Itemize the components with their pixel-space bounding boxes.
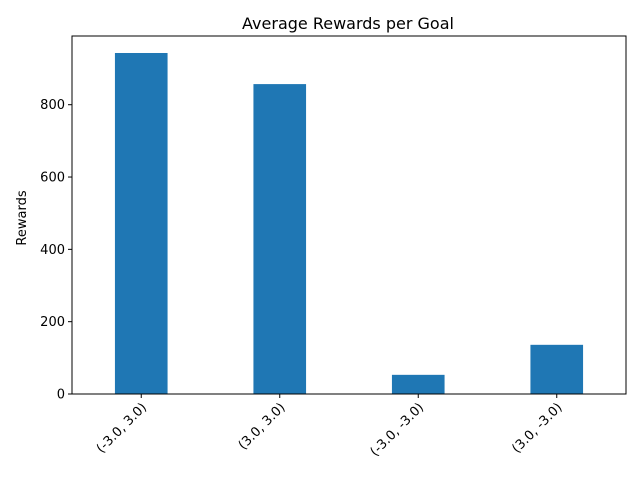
x-tick-label: (-3.0, 3.0) [94, 400, 150, 456]
y-axis-ticks: 0 200 400 600 800 [40, 98, 72, 403]
x-axis-ticks: (-3.0, 3.0) (3.0, 3.0) (-3.0, -3.0) (3.0, -… [94, 394, 566, 460]
bars-group [114, 52, 584, 395]
x-tick-label: (3.0, 3.0) [236, 400, 289, 453]
y-tick-label: 0 [57, 388, 65, 403]
bar-1 [253, 84, 307, 395]
y-tick-label: 600 [40, 171, 65, 186]
chart-title: Average Rewards per Goal [242, 14, 454, 33]
x-tick-label: (-3.0, -3.0) [368, 400, 427, 459]
bar-0 [114, 52, 168, 394]
plot-frame [71, 35, 627, 395]
y-tick-label: 400 [40, 243, 65, 258]
bar-2 [391, 374, 445, 394]
bar-3 [530, 344, 584, 394]
y-tick-label: 800 [40, 98, 65, 113]
y-tick-label: 200 [40, 315, 65, 330]
y-axis-label: Rewards [15, 190, 30, 245]
x-tick-label: (3.0, -3.0) [509, 400, 565, 456]
